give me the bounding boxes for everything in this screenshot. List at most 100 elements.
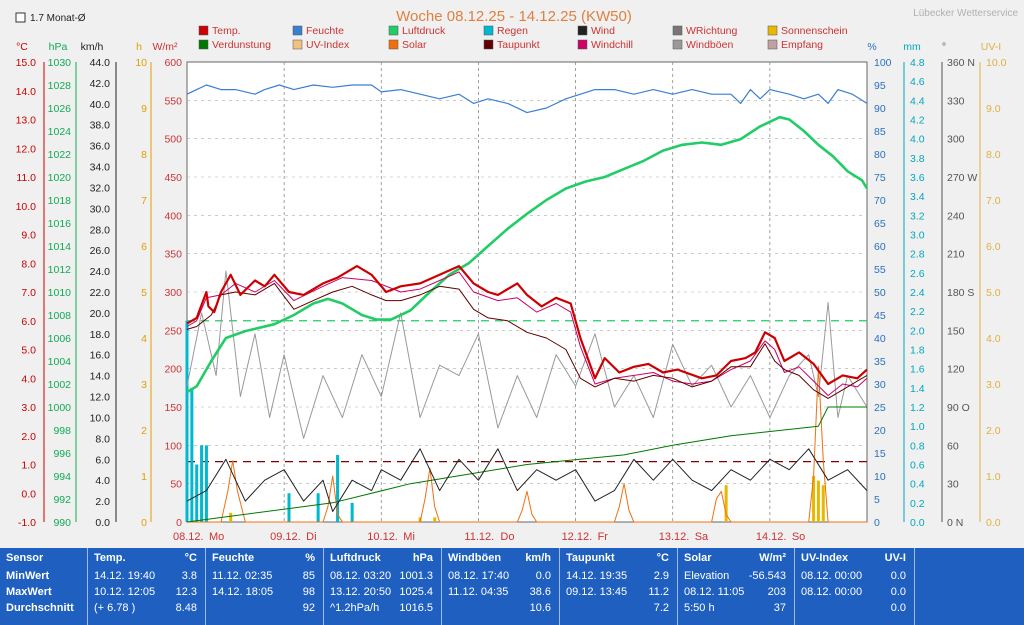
legend-label: Solar	[402, 39, 427, 51]
bar-sonnenschein	[724, 485, 728, 522]
stats-when: 08.12. 00:00	[801, 586, 863, 598]
wind-tick: 2.0	[95, 496, 110, 508]
legend-swatch	[767, 25, 778, 36]
legend-item-empfang[interactable]: Empfang	[767, 39, 823, 51]
x-label-day: Fr	[598, 531, 609, 543]
x-label-day: So	[792, 531, 805, 543]
stats-sensor-title: Sensor	[6, 552, 44, 564]
rain-tick: 2.6	[910, 268, 925, 280]
stats-row-label: MinWert	[0, 568, 87, 584]
legend-item-windchill[interactable]: Windchill	[577, 39, 633, 51]
stats-sensor-column: Sensor MinWert MaxWert Durchschnitt	[0, 548, 88, 625]
legend-label: Verdunstung	[212, 39, 271, 51]
legend-item-uv-index[interactable]: UV-Index	[292, 39, 350, 51]
pressure-tick: 992	[53, 494, 71, 506]
month-avg-checkbox[interactable]	[15, 12, 26, 23]
weather-chart: Woche 08.12.25 - 14.12.25 (KW50) Lübecke…	[15, 8, 1019, 543]
pressure-axis-unit: hPa	[49, 41, 68, 53]
stats-row: 08.12. 03:20 1001.3	[324, 568, 441, 584]
x-label-date: 13.12.	[659, 531, 690, 543]
legend-label: Taupunkt	[497, 39, 540, 51]
uv-tick: 4.0	[986, 333, 1001, 345]
sun-tick: 10	[135, 57, 147, 69]
stats-row: 14.12. 19:35 2.9	[560, 568, 677, 584]
direction-tick: 270 W	[947, 172, 977, 184]
solar-tick: 450	[164, 172, 182, 184]
sun-tick: 3	[141, 379, 147, 391]
month-avg-label: 1.7 Monat-Ø	[30, 13, 86, 24]
stats-row: 7.2	[560, 600, 677, 616]
solar-tick: 350	[164, 249, 182, 261]
legend-item-wind[interactable]: Wind	[577, 25, 615, 37]
legend-item-temp[interactable]: Temp.	[198, 25, 241, 37]
stats-when: 10.12. 12:05	[94, 586, 156, 598]
pressure-tick: 1004	[48, 356, 72, 368]
bar-regen	[190, 387, 194, 522]
legend-item-sonnenschein[interactable]: Sonnenschein	[767, 25, 848, 37]
rain-tick: 1.4	[910, 383, 925, 395]
bar-regen	[287, 493, 291, 522]
stats-row: 08.12. 00:00 0.0	[795, 584, 914, 600]
sun-axis-unit: h	[136, 41, 142, 53]
legend-item-wrichtung[interactable]: WRichtung	[672, 25, 738, 37]
legend-item-windboeen[interactable]: Windböen	[672, 39, 733, 51]
stats-when: 14.12. 19:40	[94, 570, 156, 582]
legend-item-verdunstung[interactable]: Verdunstung	[198, 39, 271, 51]
rain-tick: 2.0	[910, 325, 925, 337]
bar-regen	[316, 493, 320, 522]
uv-tick: 2.0	[986, 425, 1001, 437]
humidity-tick: 90	[874, 103, 886, 115]
stats-row-label: MaxWert	[0, 584, 87, 600]
x-label-day: Di	[306, 531, 316, 543]
legend-item-solar[interactable]: Solar	[388, 39, 427, 51]
rain-tick: 4.0	[910, 134, 925, 146]
stats-column-uv-index: UV-Index UV-I 08.12. 00:00 0.0 08.12. 00:00 0…	[795, 548, 915, 625]
grid	[187, 62, 867, 522]
stats-row: 08.12. 17:40 0.0	[442, 568, 559, 584]
pressure-tick: 998	[53, 425, 71, 437]
humidity-tick: 55	[874, 264, 886, 276]
direction-axis-unit: °	[942, 41, 946, 53]
temp-tick: 14.0	[16, 86, 37, 98]
legend-item-regen[interactable]: Regen	[483, 25, 528, 37]
uv-axis: UV-I 10.0 9.0 8.0 7.0 6.0 5.0 4.0 3.0 2.0 1.0 0.0	[981, 41, 1007, 529]
rain-tick: 1.8	[910, 345, 925, 357]
wind-tick: 18.0	[90, 329, 111, 341]
pressure-tick: 1010	[48, 287, 72, 299]
bar-sonnenschein	[821, 485, 825, 522]
brand-label: Lübecker Wetterservice	[913, 8, 1018, 19]
humidity-tick: 25	[874, 402, 886, 414]
stats-column-title: Windböen	[448, 552, 502, 564]
temp-tick: -1.0	[18, 517, 36, 529]
sun-tick: 9	[141, 103, 147, 115]
stats-when: Elevation	[684, 570, 730, 582]
solar-tick: 300	[164, 287, 182, 299]
legend-item-feuchte[interactable]: Feuchte	[292, 25, 344, 37]
rain-tick: 3.6	[910, 172, 925, 184]
stats-column-title: Taupunkt	[566, 552, 615, 564]
legend-item-taupunkt[interactable]: Taupunkt	[483, 39, 540, 51]
temp-tick: 2.0	[21, 431, 36, 443]
x-label-day: Do	[500, 531, 514, 543]
stats-value: 3.8	[181, 570, 197, 582]
legend-label: WRichtung	[686, 25, 738, 37]
stats-value: 1001.3	[399, 570, 433, 582]
wind-tick: 14.0	[90, 371, 111, 383]
pressure-tick: 1018	[48, 195, 72, 207]
uv-tick: 10.0	[986, 57, 1007, 69]
humidity-tick: 10	[874, 471, 886, 483]
solar-tick: 50	[170, 479, 182, 491]
stats-when: (+ 6.78 )	[94, 602, 136, 614]
rain-tick: 2.4	[910, 287, 925, 299]
series-luftdruck	[186, 115, 869, 394]
bar-regen	[185, 320, 189, 522]
stats-value: 1025.4	[399, 586, 433, 598]
legend-item-luftdruck[interactable]: Luftdruck	[388, 25, 446, 37]
rain-tick: 3.8	[910, 153, 925, 165]
stats-row: 08.12. 11:05 203	[678, 584, 794, 600]
stats-when: 5:50 h	[684, 602, 715, 614]
legend-swatch	[483, 25, 494, 36]
wind-axis-unit: km/h	[81, 41, 104, 53]
stats-when: 13.12. 20:50	[330, 586, 392, 598]
stats-row: 13.12. 20:50 1025.4	[324, 584, 441, 600]
